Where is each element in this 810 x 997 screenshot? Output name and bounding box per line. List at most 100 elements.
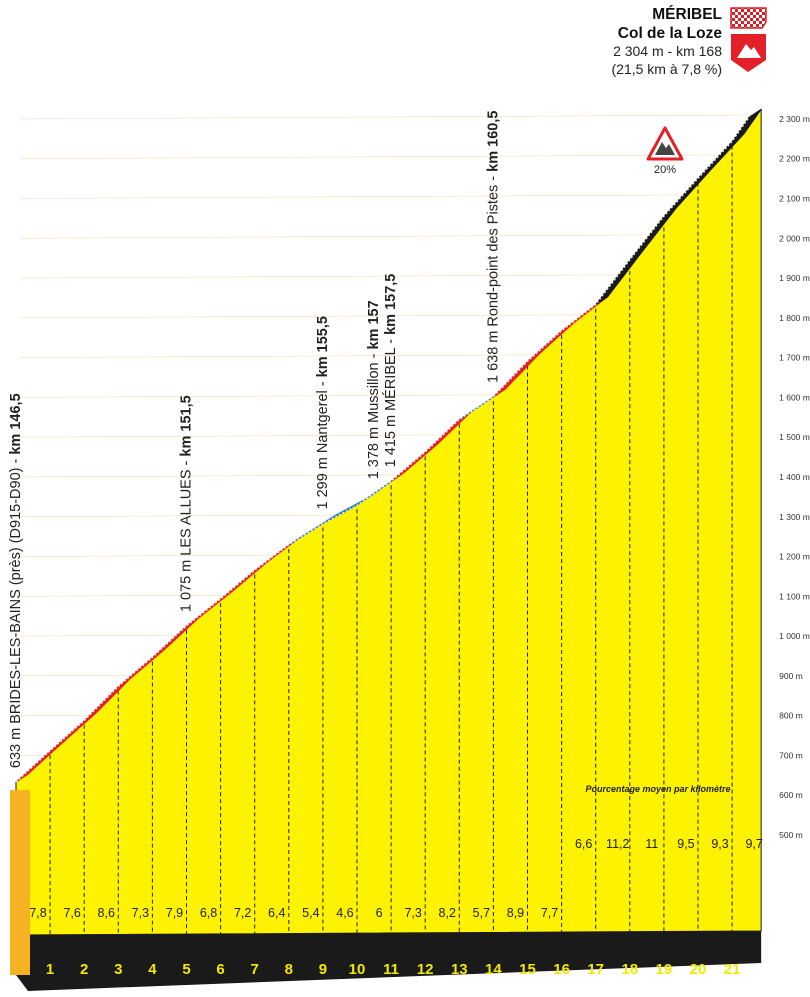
waypoint-layer: 633 m BRIDES-LES-BAINS (près) (D915-D90)… xyxy=(8,111,501,769)
km-label: 2 xyxy=(80,961,88,978)
summit-name: MÉRIBEL xyxy=(652,6,722,23)
waypoint-km: km 157 xyxy=(366,300,382,349)
km-label: 3 xyxy=(114,961,122,978)
gradient-label: 11,2 xyxy=(606,837,629,851)
gradient-label: 8,9 xyxy=(507,906,524,920)
km-label: 20 xyxy=(690,961,707,978)
steep-gradient-icon xyxy=(646,126,684,161)
gradient-label: 6,8 xyxy=(200,906,217,920)
gradient-label: 4,6 xyxy=(336,906,353,920)
y-tick-label: 700 m xyxy=(779,750,803,760)
steep-marker: 20% xyxy=(646,126,684,176)
gradient-label: 8,2 xyxy=(439,906,456,920)
summit-info: 2 304 m - km 168 xyxy=(613,43,722,59)
km-label: 12 xyxy=(417,961,434,978)
y-tick-label: 1 300 m xyxy=(779,512,810,522)
km-label: 4 xyxy=(148,961,157,978)
km-label: 19 xyxy=(656,961,673,978)
km-label: 7 xyxy=(251,961,259,978)
y-tick-label: 2 100 m xyxy=(779,194,810,204)
start-block xyxy=(10,790,30,975)
waypoint-km: km 155,5 xyxy=(315,316,331,377)
y-tick-label: 2 300 m xyxy=(779,114,810,124)
waypoint: 1 075 m LES ALLUES - km 151,5 xyxy=(179,395,195,612)
waypoint-alt: 633 m BRIDES-LES-BAINS (près) (D915-D90)… xyxy=(8,455,24,768)
km-label: 13 xyxy=(451,961,468,978)
y-tick-label: 1 700 m xyxy=(779,353,810,363)
y-tick-label: 1 800 m xyxy=(779,313,810,323)
y-tick-label: 1 100 m xyxy=(779,591,810,601)
finish-flag-icon xyxy=(730,7,767,29)
waypoint: 1 638 m Rond-point des Pistes - km 160,5 xyxy=(485,111,501,383)
gradient-label: 5,4 xyxy=(302,906,319,920)
km-label: 11 xyxy=(383,961,399,978)
gridline xyxy=(19,154,762,159)
km-label: 18 xyxy=(621,961,638,978)
gradient-label: 7,9 xyxy=(166,906,183,920)
gradient-label: 6,6 xyxy=(575,837,592,851)
gridline xyxy=(19,234,762,239)
km-label: 17 xyxy=(587,961,604,978)
profile-area xyxy=(15,108,762,936)
km-label: 8 xyxy=(285,961,293,978)
y-tick-label: 1 400 m xyxy=(779,472,810,482)
km-label: 1 xyxy=(46,961,54,978)
summit-climb: (21,5 km à 7,8 %) xyxy=(612,61,723,77)
y-tick-label: 600 m xyxy=(779,790,803,800)
profile-layer xyxy=(15,108,762,936)
base-layer: 1 2 3 4 5 6 7 8 9 10 11 12 13 14 15 16 17 18 19 20 217,8 7,6 8… xyxy=(10,790,763,991)
summit-category-icon xyxy=(731,34,766,72)
waypoint-label: 1 299 m Nantgerel - km 155,5 xyxy=(315,316,331,509)
gradient-label: 6,4 xyxy=(268,906,285,920)
km-label: 14 xyxy=(485,961,502,978)
waypoint-km: km 157,5 xyxy=(383,274,399,335)
waypoint: 1 299 m Nantgerel - km 155,5 xyxy=(315,316,331,509)
km-label: 5 xyxy=(182,961,190,978)
summit-block: MÉRIBEL Col de la Loze 2 304 m - km 168 … xyxy=(612,6,767,77)
gradient-label: 7,3 xyxy=(404,906,421,920)
y-tick-label: 800 m xyxy=(779,711,803,721)
gradient-label: 7,8 xyxy=(29,906,46,920)
gradient-legend: Pourcentage moyen par kilomètre xyxy=(585,784,730,794)
gradient-label: 6 xyxy=(376,906,383,920)
waypoint-label: 1 378 m Mussillon - km 157 xyxy=(366,300,382,479)
y-tick-label: 2 000 m xyxy=(779,233,810,243)
waypoint-alt: 1 299 m Nantgerel - xyxy=(315,377,331,509)
y-tick-label: 1 900 m xyxy=(779,273,810,283)
y-tick-label: 1 000 m xyxy=(779,631,810,641)
base-band xyxy=(16,931,762,991)
waypoint: 633 m BRIDES-LES-BAINS (près) (D915-D90)… xyxy=(8,393,24,768)
y-tick-label: 500 m xyxy=(779,830,803,840)
gradient-label: 8,6 xyxy=(98,906,115,920)
gridline xyxy=(19,114,762,120)
gradient-label: 9,3 xyxy=(711,837,728,851)
waypoint-alt: 1 638 m Rond-point des Pistes - xyxy=(485,172,501,383)
gradient-label: 7,2 xyxy=(234,906,251,920)
y-axis: 500 m 600 m 700 m 800 m 900 m 1 000 m 1 100 m 1… xyxy=(779,114,810,840)
gradient-label: 5,7 xyxy=(473,906,490,920)
steep-gradient-label: 20% xyxy=(654,164,676,176)
y-tick-label: 1 500 m xyxy=(779,432,810,442)
gradient-label: 9,7 xyxy=(745,837,762,851)
gridline xyxy=(19,194,762,199)
km-label: 10 xyxy=(349,961,366,978)
waypoint-label: 1 638 m Rond-point des Pistes - km 160,5 xyxy=(485,111,501,383)
y-tick-label: 2 200 m xyxy=(779,154,810,164)
gradient-label: 11 xyxy=(645,837,658,851)
waypoint-alt: 1 075 m LES ALLUES - xyxy=(179,457,195,613)
waypoint: 1 378 m Mussillon - km 157 xyxy=(366,300,382,479)
waypoint-alt: 1 378 m Mussillon - xyxy=(366,350,382,480)
waypoint-label: 633 m BRIDES-LES-BAINS (près) (D915-D90)… xyxy=(8,393,24,768)
y-tick-label: 1 600 m xyxy=(779,392,810,402)
y-tick-label: 1 200 m xyxy=(779,552,810,562)
gradient-label: 7,7 xyxy=(541,906,558,920)
summit-subname: Col de la Loze xyxy=(618,25,723,42)
waypoint-alt: 1 415 m MÉRIBEL - xyxy=(382,335,399,467)
km-label: 21 xyxy=(724,961,741,978)
waypoint-km: km 146,5 xyxy=(8,393,24,454)
waypoint-label: 1 415 m MÉRIBEL - km 157,5 xyxy=(382,274,399,468)
gradient-label: 9,5 xyxy=(677,837,694,851)
waypoint-label: 1 075 m LES ALLUES - km 151,5 xyxy=(179,395,195,612)
km-label: 9 xyxy=(319,961,327,978)
